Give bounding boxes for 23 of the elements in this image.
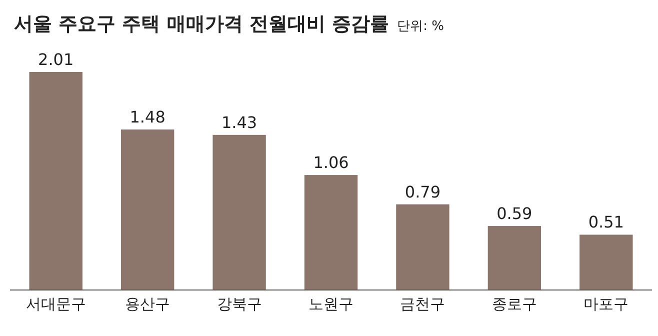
x-tick-label: 용산구 [125, 295, 170, 313]
bar [304, 175, 358, 290]
data-label: 0.51 [588, 212, 624, 232]
chart-subtitle: 단위: % [397, 19, 444, 34]
data-label: 2.01 [38, 50, 74, 69]
bar [212, 134, 266, 290]
bar [580, 234, 633, 290]
bar [488, 226, 542, 290]
data-label: 1.48 [130, 107, 166, 126]
x-tick-label: 강북구 [216, 295, 262, 313]
chart-title: 서울 주요구 주택 매매가격 전월대비 증감률 [14, 13, 390, 35]
data-label: 0.59 [496, 204, 532, 224]
x-tick-label: 종로구 [492, 295, 537, 313]
x-tick-label: 서대문구 [26, 295, 86, 313]
data-label: 0.79 [404, 182, 441, 202]
x-tick-label: 마포구 [584, 295, 629, 313]
bar [396, 204, 450, 290]
bar [120, 129, 174, 290]
bar [29, 72, 82, 290]
x-tick-label: 노원구 [308, 295, 354, 313]
data-label: 1.43 [221, 112, 258, 132]
x-tick-label: 금천구 [400, 295, 446, 313]
data-label: 1.06 [313, 153, 349, 172]
